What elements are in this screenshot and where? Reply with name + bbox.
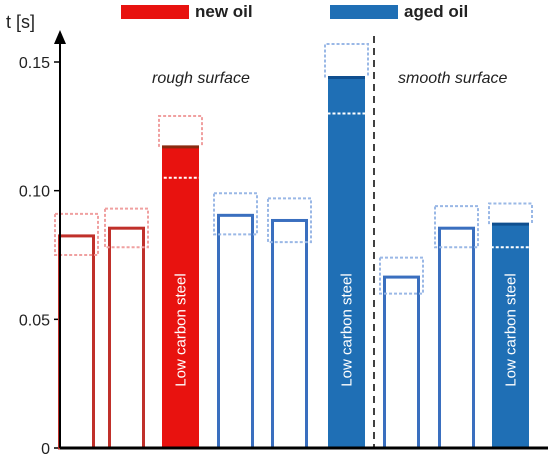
bar-label-5: Low carbon steel: [339, 273, 356, 386]
bar-5: [328, 77, 365, 448]
error-box-outer-8: [488, 202, 533, 225]
bar-7: [438, 226, 475, 450]
y-axis-label: t [s]: [6, 12, 36, 32]
error-box-1: [104, 207, 149, 249]
y-tick-label-0: 0: [41, 441, 50, 458]
error-box-6: [379, 256, 424, 295]
legend-aged-oil-label: aged oil: [404, 2, 469, 21]
legend-new-oil-label: new oil: [195, 2, 253, 21]
error-box-0: [54, 212, 99, 256]
legend-aged-oil-swatch: [330, 5, 398, 19]
bar-label-8: Low carbon steel: [503, 273, 520, 386]
bar-8: [492, 224, 529, 448]
y-tick-label-1: 0.05: [19, 312, 50, 329]
bar-1: [108, 226, 145, 450]
bar-2: [162, 146, 199, 449]
error-box-5: [324, 42, 369, 115]
error-box-7: [434, 205, 479, 249]
error-box-outer-2: [158, 115, 203, 147]
y-tick-label-3: 0.15: [19, 55, 50, 72]
bar-0: [58, 234, 95, 450]
y-tick-label-2: 0.10: [19, 184, 50, 201]
legend-new-oil-swatch: [121, 5, 189, 19]
legend-aged-oil: aged oil: [330, 2, 469, 21]
y-axis-arrow: [54, 30, 66, 44]
bar-label-2: Low carbon steel: [173, 273, 190, 386]
error-box-3: [213, 192, 258, 236]
error-box-outer-5: [324, 42, 369, 78]
bar-4: [271, 218, 308, 450]
region-label-rough: rough surface: [152, 70, 250, 87]
error-box-4: [267, 197, 312, 244]
bar-3: [217, 213, 254, 450]
legend-new-oil: new oil: [121, 2, 253, 21]
region-label-smooth: smooth surface: [398, 70, 508, 87]
bar-6: [383, 275, 420, 450]
